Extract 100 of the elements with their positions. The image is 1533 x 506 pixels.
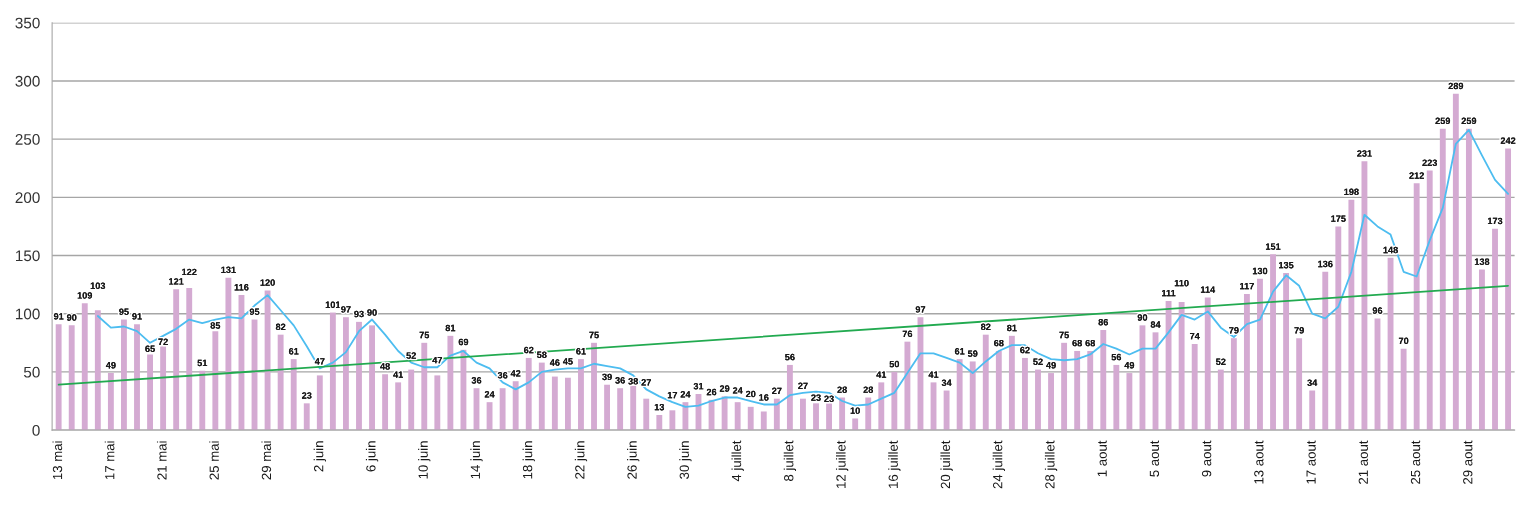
y-tick-label: 100 [15,308,40,320]
bar [421,342,428,431]
bar [839,397,846,431]
data-label: 259 [1435,117,1451,125]
bar [604,384,611,431]
data-label: 131 [221,266,236,274]
data-label: 27 [641,379,651,386]
data-label: 65 [145,345,155,352]
bar [447,335,454,431]
x-tick-label: 29 aout [1463,440,1473,484]
bar [1452,93,1459,431]
data-label: 130 [1252,267,1268,275]
bar [956,359,963,431]
x-tick-label: 13 aout [1254,440,1264,484]
bar [173,289,180,431]
x-tick-label: 20 juillet [940,440,953,489]
data-label: 61 [954,348,965,355]
bar [499,388,506,431]
data-label: 79 [1229,327,1239,334]
data-label: 84 [1150,321,1161,328]
bar [160,346,167,431]
bar [1126,373,1133,431]
bar [225,277,232,431]
data-label: 76 [902,330,913,338]
bar [1165,300,1172,431]
data-label: 36 [497,372,508,379]
x-tick-label: 21 aout [1358,440,1368,484]
x-tick-label: 26 juin [627,441,640,479]
data-label: 90 [1137,314,1148,321]
data-label: 173 [1487,217,1503,225]
data-label: 96 [1372,307,1383,314]
data-label: 111 [1162,289,1176,297]
x-tick-label: 29 mai [261,441,272,480]
x-tick-label: 4 juillet [731,440,744,482]
y-tick-label: 150 [15,250,40,262]
x-tick-label: 25 aout [1410,440,1421,484]
data-label: 34 [1307,379,1318,386]
data-label: 81 [1007,324,1017,332]
data-label: 95 [249,308,260,315]
data-label: 24 [732,387,743,394]
bar [147,354,153,431]
data-label: 52 [1033,358,1043,365]
data-label: 86 [1098,318,1109,326]
data-label: 212 [1409,172,1424,179]
data-label: 46 [549,359,560,366]
x-tick-label: 9 aout [1201,440,1212,477]
bar [525,357,532,431]
y-tick-label: 350 [15,17,40,29]
data-label: 38 [628,378,639,385]
data-label: 223 [1422,159,1438,166]
bar [617,388,624,431]
data-label: 13 [654,403,665,411]
bar [669,410,676,431]
data-label: 50 [889,360,900,368]
data-label: 74 [1189,332,1200,340]
data-label: 45 [562,358,573,365]
bar [1204,297,1211,431]
bar [121,319,127,431]
x-tick-label: 14 juin [470,441,483,479]
bar [1230,338,1237,431]
data-label: 27 [772,387,782,394]
y-tick-label: 300 [15,75,40,87]
data-label: 116 [234,284,249,291]
data-label: 28 [863,386,874,393]
bar [891,371,898,431]
x-tick-label: 30 juin [679,441,692,479]
data-label: 95 [119,308,129,315]
bar [800,398,806,431]
bar [395,382,402,431]
data-label: 49 [1124,361,1135,369]
data-label: 34 [941,379,952,386]
x-tick-label: 16 juillet [888,440,901,488]
data-label: 138 [1474,258,1490,265]
bar [55,324,62,431]
bar [329,312,336,431]
bar [1100,330,1107,431]
bar [943,390,950,431]
bar [1296,338,1303,431]
data-label: 69 [458,338,469,346]
data-label: 58 [536,351,547,359]
bar [1035,369,1041,431]
bar [434,375,441,431]
bar [591,342,597,431]
bar [982,334,989,431]
data-label: 26 [706,388,717,396]
bar [826,403,832,431]
data-label: 85 [210,322,221,329]
x-tick-label: 22 juin [574,441,588,479]
data-label: 52 [406,352,416,359]
bar [356,321,362,431]
x-tick-label: 21 mai [156,441,167,480]
bar [1270,254,1276,431]
data-label: 52 [1215,358,1226,365]
data-label: 51 [197,359,208,367]
bar [1465,128,1472,431]
data-label: 93 [354,310,364,318]
data-label: 175 [1331,215,1346,222]
bar [578,359,584,431]
data-label: 90 [367,309,377,316]
data-label: 75 [589,331,599,339]
